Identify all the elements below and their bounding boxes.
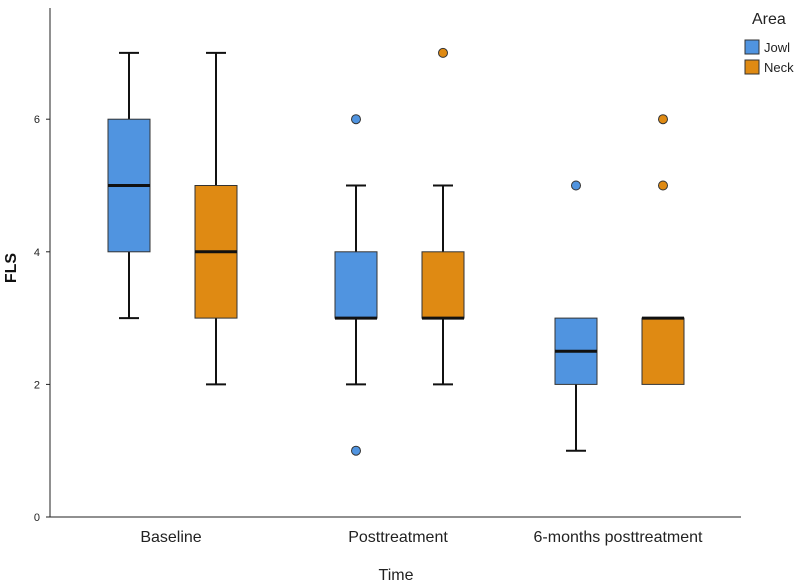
legend-swatch-jowl	[744, 39, 760, 55]
legend: Area Jowl Neck	[744, 11, 794, 75]
outlier-point	[351, 114, 361, 125]
legend-swatch-neck	[744, 59, 760, 75]
outlier-point	[658, 114, 668, 125]
legend-label-jowl: Jowl	[764, 40, 790, 55]
y-tick-label: 0	[34, 512, 40, 524]
box-neck-3	[641, 114, 685, 385]
x-category-label: Baseline	[140, 529, 201, 546]
outlier-point	[658, 180, 668, 191]
x-axis-title: Time	[379, 567, 414, 583]
legend-label-neck: Neck	[764, 60, 794, 75]
box-jowl-1	[107, 51, 151, 320]
x-category-label: Posttreatment	[348, 529, 448, 546]
legend-title: Area	[752, 11, 786, 28]
plot-area: Baseline Posttreatment 6-months posttreatm…	[49, 8, 741, 546]
box-jowl-3	[554, 180, 598, 452]
outlier-point	[571, 180, 581, 191]
outlier-point	[351, 445, 361, 456]
outlier-point	[438, 47, 448, 58]
y-axis-ticks: 0 2 4 6	[34, 114, 50, 524]
x-category-label: 6-months posttreatment	[534, 529, 704, 546]
y-axis-title: FLS	[3, 253, 20, 284]
box-neck-1	[194, 51, 238, 386]
box-jowl-2	[334, 114, 378, 456]
iqr-box	[641, 317, 685, 385]
y-tick-label: 6	[34, 114, 40, 126]
iqr-box	[334, 251, 378, 319]
boxes	[107, 47, 685, 456]
y-tick-label: 4	[34, 247, 40, 259]
iqr-box	[421, 251, 465, 319]
y-tick-label: 2	[34, 379, 40, 391]
box-neck-2	[421, 47, 465, 386]
